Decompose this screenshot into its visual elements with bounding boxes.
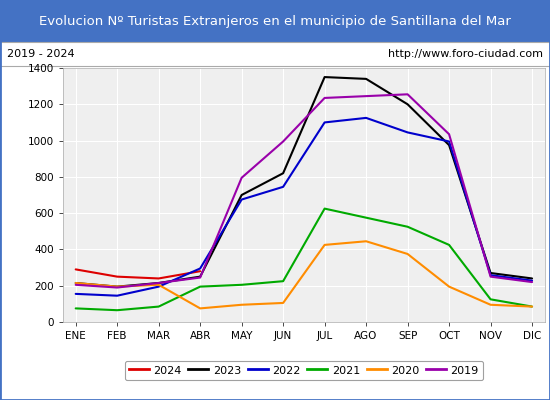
Text: 2019 - 2024: 2019 - 2024 — [7, 49, 74, 59]
Text: Evolucion Nº Turistas Extranjeros en el municipio de Santillana del Mar: Evolucion Nº Turistas Extranjeros en el … — [39, 14, 511, 28]
Text: http://www.foro-ciudad.com: http://www.foro-ciudad.com — [388, 49, 543, 59]
Legend: 2024, 2023, 2022, 2021, 2020, 2019: 2024, 2023, 2022, 2021, 2020, 2019 — [124, 361, 483, 380]
